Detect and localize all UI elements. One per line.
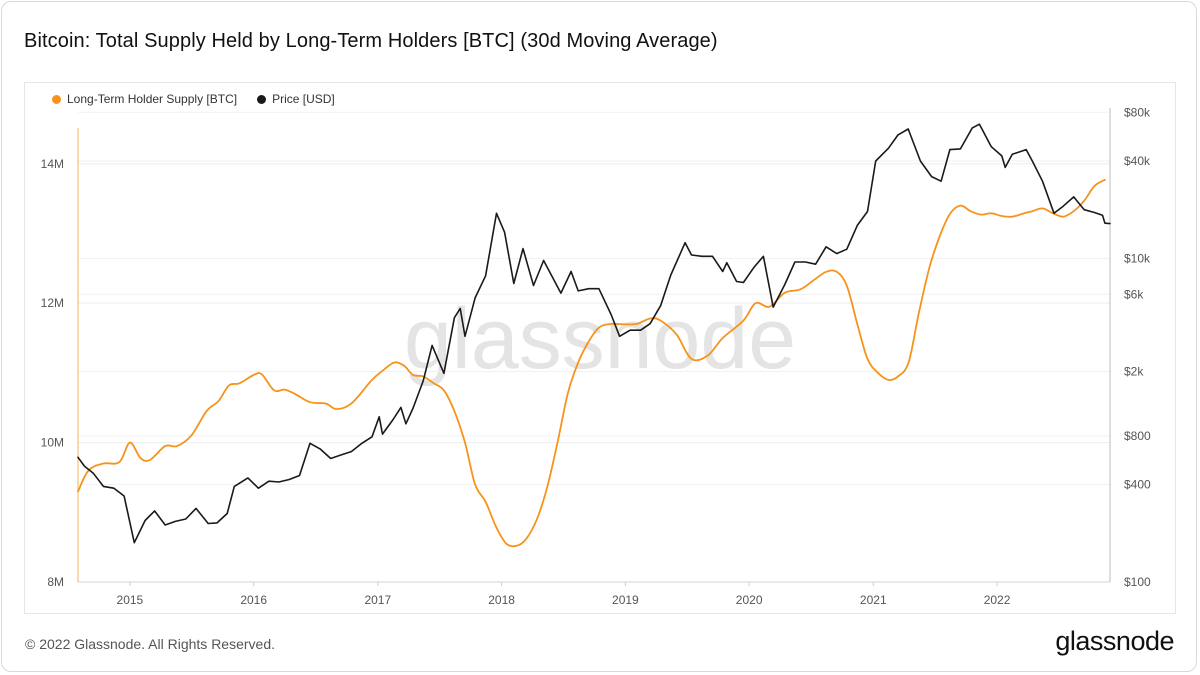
y-right-tick-label: $400 bbox=[1124, 478, 1151, 492]
y-right-tick-label: $100 bbox=[1124, 575, 1151, 589]
y-right-tick-label: $6k bbox=[1124, 287, 1144, 301]
x-tick-label: 2018 bbox=[488, 593, 515, 607]
brand-logo: glassnode bbox=[1055, 626, 1174, 656]
grid-lines bbox=[78, 111, 1110, 583]
x-tick-label: 2021 bbox=[860, 593, 887, 607]
chart-legend: Long-Term Holder Supply [BTC] Price [USD… bbox=[52, 92, 335, 106]
legend-dot-lth-supply bbox=[52, 94, 61, 104]
y-left-tick-label: 14M bbox=[41, 157, 64, 171]
x-tick-label: 2020 bbox=[736, 593, 763, 607]
y-right-tick-label: $80k bbox=[1124, 105, 1151, 119]
y-right-tick-label: $40k bbox=[1124, 154, 1151, 168]
x-tick-label: 2022 bbox=[984, 593, 1011, 607]
x-tick-label: 2015 bbox=[117, 593, 144, 607]
footer-copyright: © 2022 Glassnode. All Rights Reserved. bbox=[25, 636, 276, 652]
y-left-tick-label: 12M bbox=[41, 296, 64, 310]
chart-panel bbox=[24, 82, 1176, 614]
series-line-lth-supply bbox=[77, 178, 1106, 548]
y-left-tick-label: 10M bbox=[41, 436, 64, 450]
series-line-price bbox=[77, 123, 1111, 544]
y-right-tick-label: $2k bbox=[1124, 364, 1144, 378]
legend-label-price: Price [USD] bbox=[272, 92, 335, 106]
y-left-tick-label: 8M bbox=[47, 575, 64, 589]
y-right-tick-label: $10k bbox=[1124, 251, 1151, 265]
legend-dot-price bbox=[257, 94, 267, 104]
axes: 8M 10M 12M 14M $100 $400 $800 $2k $6k $10k $40k $80… bbox=[41, 105, 1151, 607]
y-right-tick-label: $800 bbox=[1124, 429, 1151, 443]
legend-item-lth-supply[interactable]: Long-Term Holder Supply [BTC] bbox=[52, 92, 237, 106]
x-tick-label: 2019 bbox=[612, 593, 639, 607]
legend-item-price[interactable]: Price [USD] bbox=[257, 92, 335, 106]
x-tick-label: 2017 bbox=[364, 593, 391, 607]
x-tick-label: 2016 bbox=[240, 593, 267, 607]
watermark-text: glassnode bbox=[404, 291, 796, 387]
chart-title: Bitcoin: Total Supply Held by Long-Term … bbox=[24, 30, 718, 52]
legend-label-lth-supply: Long-Term Holder Supply [BTC] bbox=[67, 92, 238, 106]
series-layer bbox=[77, 123, 1111, 548]
